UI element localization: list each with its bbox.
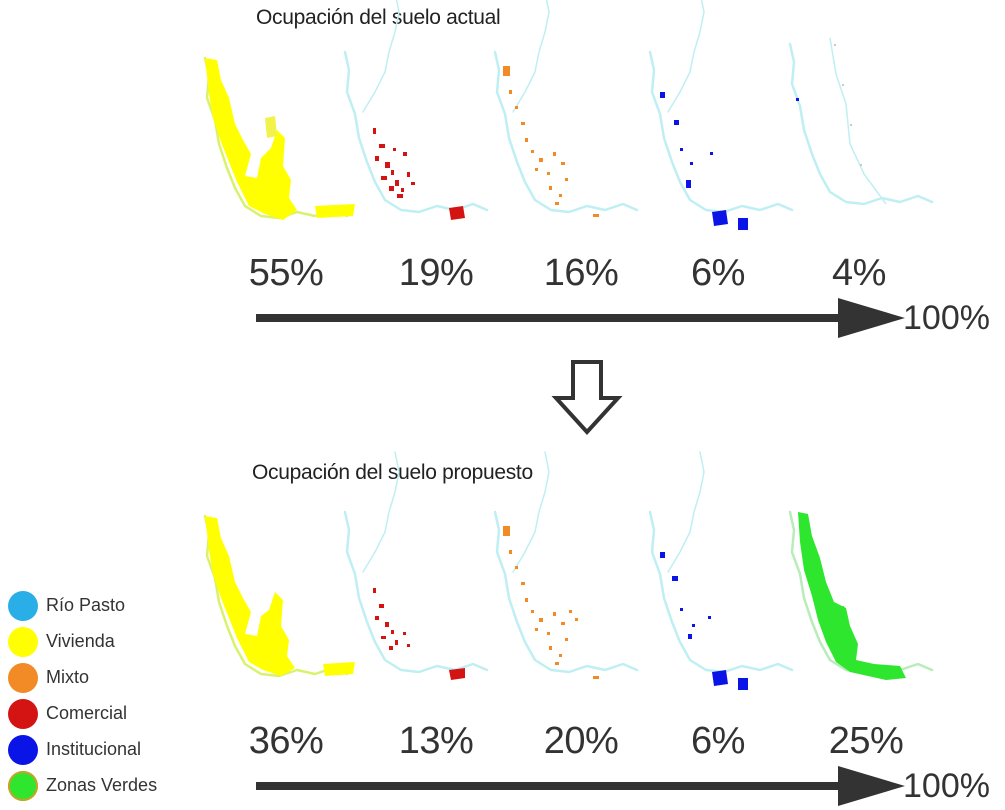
pct-institucional-propuesto: 6% <box>691 720 745 762</box>
map-mixto-actual <box>493 0 639 217</box>
map-mixto-propuesto <box>493 451 639 679</box>
title-current-land-use: Ocupación del suelo actual <box>256 6 501 29</box>
pct-institucional-actual: 6% <box>691 252 745 294</box>
title-proposed-land-use: Ocupación del suelo propuesto <box>252 461 533 484</box>
legend-swatch <box>8 663 38 693</box>
map-vivienda-actual <box>203 56 355 220</box>
map-institucional-propuesto <box>648 451 794 690</box>
map-comercial-actual <box>343 0 489 220</box>
pct-zonas-verdes-propuesto: 25% <box>828 720 904 762</box>
map-zonas-verdes-propuesto <box>788 510 934 680</box>
legend-swatch <box>8 627 38 657</box>
pct-zonas-verdes-actual: 4% <box>832 252 886 294</box>
legend-swatch <box>8 699 38 729</box>
total-arrow-propuesto <box>256 766 905 806</box>
legend-label: Institucional <box>46 739 142 759</box>
pct-vivienda-propuesto: 36% <box>248 720 324 762</box>
pct-comercial-actual: 19% <box>398 252 474 294</box>
legend-swatch <box>8 591 38 621</box>
legend-swatch <box>8 771 38 801</box>
map-zonas-verdes-actual <box>788 37 934 206</box>
total-label-actual: 100% <box>903 299 990 337</box>
legend-label: Comercial <box>46 703 128 723</box>
pct-mixto-actual: 16% <box>543 252 619 294</box>
pct-mixto-propuesto: 20% <box>543 720 619 762</box>
legend-label: Río Pasto <box>46 595 126 615</box>
map-comercial-propuesto <box>343 451 489 680</box>
legend-label: Zonas Verdes <box>46 775 158 795</box>
legend-label: Vivienda <box>46 631 115 651</box>
pct-comercial-propuesto: 13% <box>398 720 474 762</box>
legend-label: Mixto <box>46 667 90 687</box>
pct-vivienda-actual: 55% <box>248 252 324 294</box>
map-vivienda-propuesto <box>203 514 355 678</box>
total-label-propuesto: 100% <box>903 767 990 805</box>
transition-down-arrow <box>551 360 623 435</box>
legend-swatch <box>8 735 38 765</box>
map-institucional-actual <box>648 0 794 230</box>
total-arrow-actual <box>256 298 905 338</box>
